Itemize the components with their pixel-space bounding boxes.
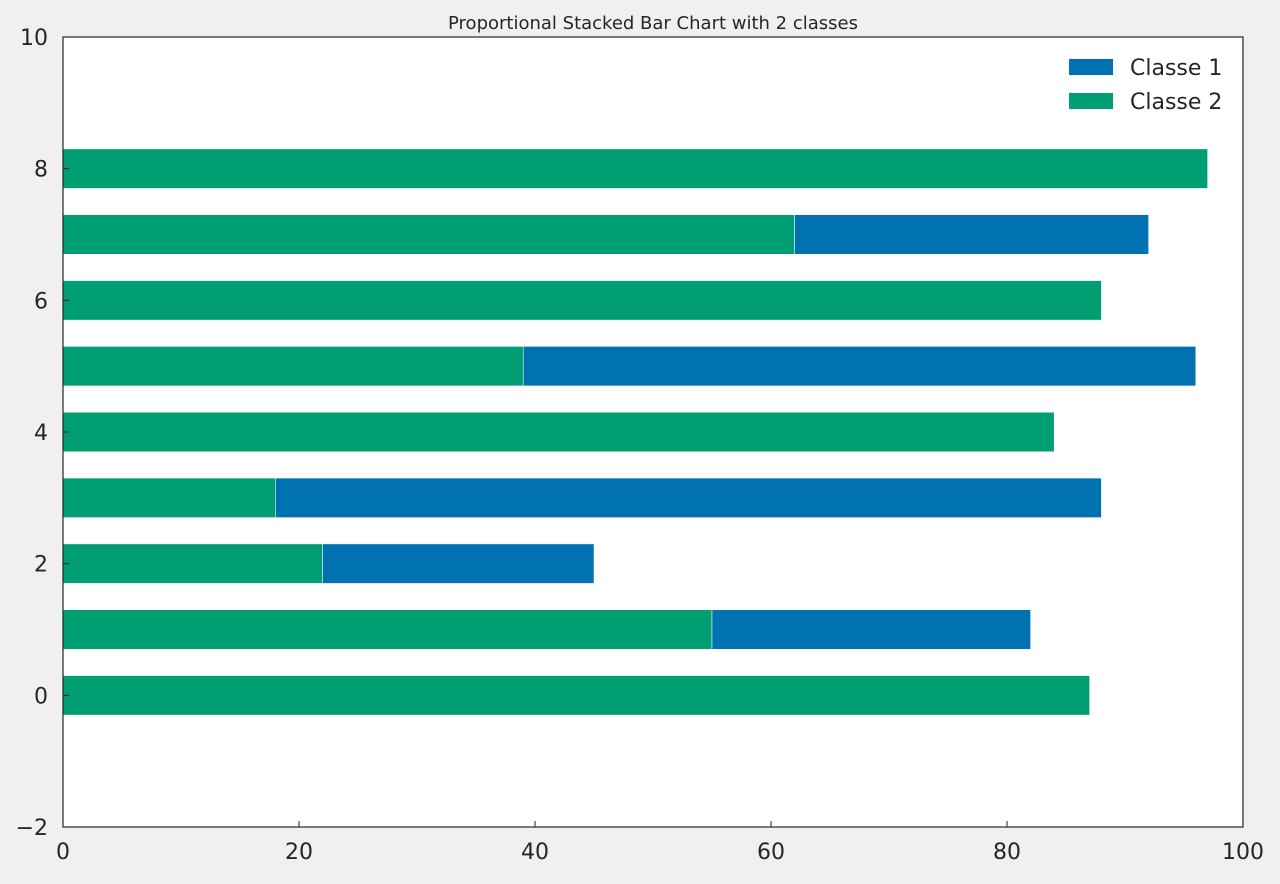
bar-classe-2-5	[62, 346, 524, 387]
bar-classe-1-7	[794, 214, 1149, 255]
x-tick-label: 60	[757, 840, 785, 865]
plot-area-frame	[62, 36, 1244, 828]
bar-classe-2-0	[62, 675, 1090, 716]
bar-classe-2-3	[62, 477, 276, 518]
legend: Classe 1 Classe 2	[1069, 56, 1222, 115]
chart-title: Proportional Stacked Bar Chart with 2 cl…	[448, 13, 858, 34]
y-tick-label: 4	[34, 421, 48, 446]
y-tick-label: 10	[20, 26, 48, 51]
y-tick-label: 0	[34, 684, 48, 709]
bar-classe-1-1	[711, 609, 1031, 650]
bar-classe-2-2	[62, 543, 323, 584]
y-tick-label: 2	[34, 553, 48, 578]
x-tick-label: 40	[521, 840, 549, 865]
bar-classe-2-6	[62, 280, 1102, 321]
bars-layer	[62, 148, 1208, 716]
legend-swatch-classe-2	[1069, 93, 1113, 109]
y-tick-label: 6	[34, 289, 48, 314]
x-tick-label: 0	[56, 840, 70, 865]
legend-label: Classe 2	[1130, 90, 1222, 115]
bar-classe-1-2	[322, 543, 595, 584]
legend-swatch-classe-1	[1069, 59, 1113, 75]
x-tick-label: 20	[285, 840, 313, 865]
y-tick-label: −2	[16, 816, 48, 841]
legend-label: Classe 1	[1130, 56, 1222, 81]
bar-classe-2-1	[62, 609, 713, 650]
x-tick-label: 80	[993, 840, 1021, 865]
ticks-layer: 0 20 40 60 80 100 −2 0 2 4 6 8 10	[16, 26, 1264, 865]
bar-classe-2-8	[62, 148, 1208, 189]
x-tick-label: 100	[1222, 840, 1264, 865]
bar-classe-1-3	[275, 477, 1102, 518]
bar-classe-2-4	[62, 412, 1055, 452]
bar-classe-2-7	[62, 214, 795, 255]
y-tick-label: 8	[34, 158, 48, 183]
bar-classe-1-5	[522, 346, 1197, 387]
